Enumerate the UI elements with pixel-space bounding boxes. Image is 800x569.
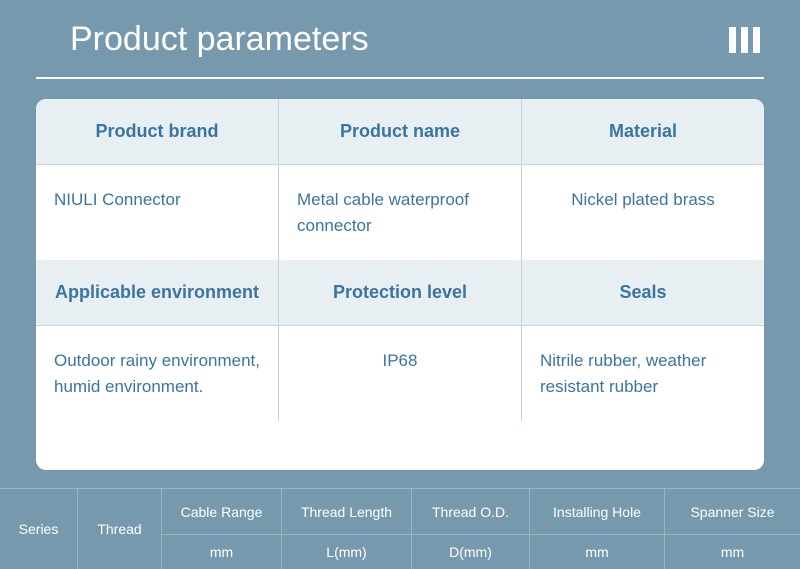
cell-header: Seals — [522, 260, 764, 326]
spec-unit: D(mm) — [412, 535, 529, 569]
cell-body: Nickel plated brass — [522, 165, 764, 253]
spec-header: Cable Range — [162, 489, 281, 535]
spec-header: Installing Hole — [530, 489, 664, 535]
spec-col-series: Series — [0, 489, 78, 569]
info-cell-protection: Protection level IP68 — [279, 260, 522, 421]
cell-body: Outdoor rainy environment, humid environ… — [36, 326, 278, 421]
spec-header: Thread O.D. — [412, 489, 529, 535]
spec-col-thread-od: Thread O.D. D(mm) — [412, 489, 530, 569]
spec-unit: L(mm) — [282, 535, 411, 569]
spec-col-thread: Thread — [78, 489, 162, 569]
spec-unit: mm — [665, 535, 800, 569]
cell-header: Material — [522, 99, 764, 165]
cell-body: Metal cable waterproof connector — [279, 165, 521, 260]
info-row: Applicable environment Outdoor rainy env… — [36, 260, 764, 421]
info-cell-environment: Applicable environment Outdoor rainy env… — [36, 260, 279, 421]
spec-header: Thread — [78, 489, 161, 569]
cell-body: IP68 — [279, 326, 521, 414]
bars-icon — [729, 27, 760, 53]
info-cell-product-brand: Product brand NIULI Connector — [36, 99, 279, 260]
header: Product parameters — [0, 0, 800, 77]
spec-unit: mm — [530, 535, 664, 569]
info-cell-material: Material Nickel plated brass — [522, 99, 764, 260]
product-parameters-panel: Product parameters Product brand NIULI C… — [0, 0, 800, 569]
cell-header: Product brand — [36, 99, 278, 165]
cell-header: Protection level — [279, 260, 521, 326]
spec-header: Thread Length — [282, 489, 411, 535]
info-row: Product brand NIULI Connector Product na… — [36, 99, 764, 260]
info-cell-seals: Seals Nitrile rubber, weather resistant … — [522, 260, 764, 421]
header-divider — [36, 77, 764, 79]
cell-header: Applicable environment — [36, 260, 278, 326]
cell-body: Nitrile rubber, weather resistant rubber — [522, 326, 764, 421]
cell-header: Product name — [279, 99, 521, 165]
spec-table: Series Thread Cable Range mm Thread Leng… — [0, 488, 800, 569]
spec-col-installing-hole: Installing Hole mm — [530, 489, 665, 569]
spec-header: Series — [0, 489, 77, 569]
spec-col-spanner-size: Spanner Size mm — [665, 489, 800, 569]
info-cell-product-name: Product name Metal cable waterproof conn… — [279, 99, 522, 260]
page-title: Product parameters — [70, 20, 369, 59]
spec-col-cable-range: Cable Range mm — [162, 489, 282, 569]
spec-unit: mm — [162, 535, 281, 569]
cell-body: NIULI Connector — [36, 165, 278, 253]
spec-col-thread-length: Thread Length L(mm) — [282, 489, 412, 569]
spec-header: Spanner Size — [665, 489, 800, 535]
info-grid: Product brand NIULI Connector Product na… — [36, 99, 764, 470]
